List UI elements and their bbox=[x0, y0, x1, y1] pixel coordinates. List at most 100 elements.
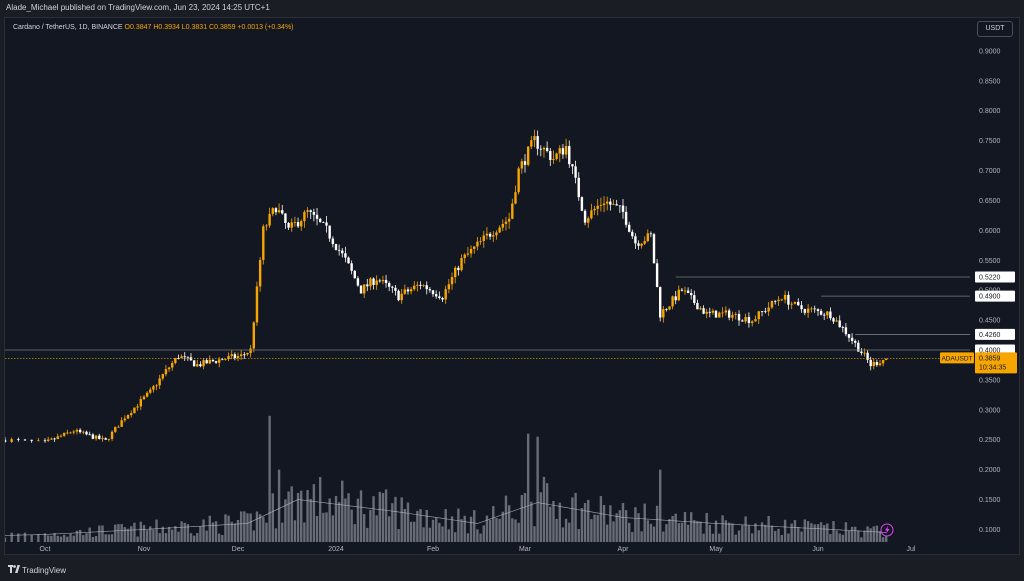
candle bbox=[30, 439, 33, 443]
candle bbox=[441, 296, 444, 303]
volume-bar bbox=[885, 535, 888, 542]
y-tick-label: 0.1000 bbox=[979, 527, 1001, 534]
candle-body bbox=[334, 244, 338, 250]
candle-body bbox=[293, 222, 297, 223]
volume-bar bbox=[770, 525, 774, 542]
volume-bar bbox=[243, 511, 246, 542]
volume-bar bbox=[110, 534, 114, 542]
candle-body bbox=[602, 203, 606, 206]
candle bbox=[394, 284, 397, 296]
candle bbox=[574, 160, 577, 184]
candle bbox=[284, 213, 287, 229]
volume-bar bbox=[265, 522, 268, 542]
publish-bar: Alade_Michael published on TradingView.c… bbox=[0, 0, 1024, 17]
candle-body bbox=[347, 257, 350, 264]
candle-body bbox=[780, 299, 784, 301]
y-tick-label: 0.1500 bbox=[979, 497, 1001, 504]
price-chart[interactable]: 0.9000 0.8500 0.8000 0.7500 0.7000 0.6500 0.60… bbox=[5, 18, 1019, 554]
candle-body bbox=[561, 148, 565, 155]
volume-bar bbox=[813, 524, 816, 542]
volume-bar bbox=[409, 521, 413, 542]
candle-body bbox=[511, 203, 514, 219]
candle bbox=[293, 216, 297, 227]
candle bbox=[397, 289, 400, 302]
volume-bar bbox=[583, 503, 587, 542]
volume-bar bbox=[104, 534, 107, 542]
candle bbox=[177, 354, 180, 360]
y-tick-label: 0.8500 bbox=[979, 78, 1001, 85]
candle-body bbox=[82, 431, 85, 433]
volume-bar bbox=[624, 510, 628, 542]
candle-body bbox=[37, 440, 40, 442]
candle bbox=[545, 141, 549, 153]
volume-bar bbox=[337, 502, 341, 542]
x-tick-label: Jun bbox=[812, 546, 823, 553]
candle bbox=[133, 407, 136, 414]
volume-bar bbox=[78, 529, 82, 542]
candle bbox=[640, 242, 643, 249]
candle-body bbox=[705, 311, 708, 314]
x-tick-label: Oct bbox=[40, 546, 51, 553]
candle bbox=[75, 428, 79, 435]
candle bbox=[78, 428, 82, 434]
volume-bar bbox=[863, 530, 866, 542]
candle bbox=[400, 288, 403, 304]
volume-bar bbox=[196, 533, 199, 542]
volume-bar bbox=[757, 530, 760, 542]
volume-bar bbox=[485, 515, 489, 542]
level-badge-label: 0.4000 bbox=[979, 347, 1001, 354]
candles bbox=[5, 129, 888, 443]
candle bbox=[167, 366, 171, 373]
chart-frame[interactable]: 0.9000 0.8500 0.8000 0.7500 0.7000 0.6500 0.60… bbox=[4, 17, 1020, 555]
candle-body bbox=[239, 354, 243, 356]
volume-bar bbox=[737, 530, 741, 542]
candle-body bbox=[596, 205, 599, 209]
candle bbox=[754, 315, 757, 322]
candle bbox=[711, 308, 715, 315]
volume-bar bbox=[767, 515, 770, 542]
volume-bar bbox=[686, 524, 690, 542]
level-badge-label: 0.4260 bbox=[979, 332, 1001, 339]
candle-body bbox=[857, 342, 860, 352]
candle bbox=[721, 307, 724, 318]
candle bbox=[615, 199, 618, 206]
candle-body bbox=[504, 221, 508, 224]
candle-body bbox=[66, 432, 69, 434]
candle bbox=[806, 303, 810, 318]
volume-bar bbox=[643, 503, 646, 542]
candle bbox=[718, 311, 721, 318]
volume-bar bbox=[46, 535, 50, 542]
candle bbox=[558, 145, 561, 163]
volume-bar bbox=[171, 529, 174, 542]
candle bbox=[517, 166, 520, 195]
candle bbox=[98, 433, 101, 440]
candle bbox=[878, 360, 882, 367]
candle-body bbox=[714, 310, 718, 318]
volume-bar bbox=[482, 525, 485, 542]
volume-bar bbox=[117, 524, 120, 542]
y-tick-label: 0.9000 bbox=[979, 48, 1001, 55]
candle-body bbox=[552, 159, 555, 161]
currency-selector[interactable]: USDT bbox=[977, 21, 1013, 37]
candle bbox=[428, 287, 432, 293]
candle bbox=[334, 243, 338, 251]
candle-body bbox=[621, 205, 625, 212]
candle bbox=[816, 308, 820, 316]
candle-body bbox=[797, 301, 800, 306]
candle bbox=[602, 196, 606, 213]
candle bbox=[202, 358, 205, 370]
x-tick-label: Nov bbox=[138, 546, 151, 553]
candle-body bbox=[46, 439, 50, 441]
volume-bar bbox=[422, 527, 425, 542]
candle bbox=[37, 437, 40, 442]
volume-bar bbox=[714, 520, 718, 542]
candle-body bbox=[774, 300, 777, 302]
candle bbox=[674, 290, 677, 305]
candle-body bbox=[94, 435, 98, 439]
candle bbox=[787, 291, 790, 310]
symbol-title: Cardano / TetherUS, 1D, BINANCE bbox=[13, 24, 123, 31]
candle bbox=[693, 290, 696, 306]
candle bbox=[85, 430, 88, 436]
volume-bar bbox=[507, 505, 511, 542]
candle-body bbox=[120, 420, 123, 427]
